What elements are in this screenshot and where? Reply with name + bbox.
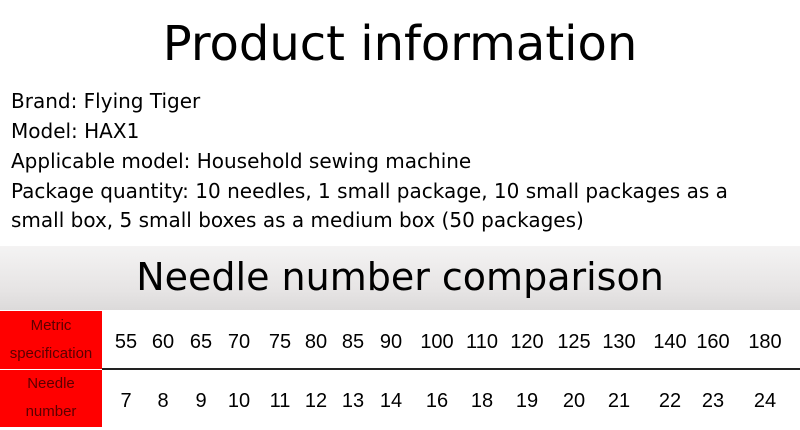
metric-row: 55 60 65 70 75 80 85 90 100 110 120 125 130 140 160 180	[102, 314, 800, 371]
needle-cell: 10	[227, 390, 251, 412]
needle-cell: 14	[379, 390, 403, 412]
needle-cell: 23	[701, 390, 725, 412]
needle-cell: 16	[425, 390, 449, 412]
needle-cell: 8	[157, 390, 169, 412]
needle-cell: 12	[304, 390, 328, 412]
metric-cell: 90	[379, 331, 403, 353]
model-line: Model: HAX1	[11, 119, 140, 143]
comparison-title: Needle number comparison	[136, 255, 664, 299]
metric-cell: 85	[341, 331, 365, 353]
needle-cell: 11	[269, 390, 291, 412]
metric-cell: 110	[466, 331, 498, 353]
metric-cell: 60	[151, 331, 175, 353]
needle-cell: 9	[195, 390, 207, 412]
needle-row: 7 8 9 10 11 12 13 14 16 18 19 20 21 22 23 24	[102, 373, 800, 430]
metric-cell: 140	[653, 331, 687, 353]
metric-header-cell: Metric specification	[0, 311, 102, 369]
package-quantity-line: Package quantity: 10 needles, 1 small pa…	[11, 179, 728, 203]
metric-cell: 70	[227, 331, 251, 353]
needle-cell: 13	[341, 390, 365, 412]
needle-cell: 22	[658, 390, 682, 412]
metric-header-label: Metric specification	[9, 317, 93, 362]
needle-cell: 18	[470, 390, 494, 412]
brand-line: Brand: Flying Tiger	[11, 89, 201, 113]
metric-cell: 65	[189, 331, 213, 353]
needle-header-cell: Needle number	[0, 370, 102, 427]
needle-cell: 20	[562, 390, 586, 412]
applicable-model-line: Applicable model: Household sewing machi…	[11, 149, 472, 173]
metric-cell: 80	[304, 331, 328, 353]
metric-cell: 180	[748, 331, 782, 353]
metric-cell: 100	[420, 331, 454, 353]
metric-cell: 160	[696, 331, 730, 353]
metric-cell: 120	[510, 331, 544, 353]
page-title: Product information	[162, 16, 638, 72]
metric-cell: 125	[557, 331, 591, 353]
package-quantity-line-2: small box, 5 small boxes as a medium box…	[11, 208, 584, 232]
metric-cell: 130	[602, 331, 636, 353]
needle-header-label: Needle number	[25, 375, 77, 420]
needle-cell: 7	[120, 390, 132, 412]
comparison-band: Needle number comparison	[0, 246, 800, 310]
needle-cell: 19	[515, 390, 539, 412]
metric-cell: 75	[268, 331, 292, 353]
needle-cell: 21	[607, 390, 631, 412]
needle-cell: 24	[753, 390, 777, 412]
row-divider	[102, 368, 800, 370]
metric-cell: 55	[114, 331, 138, 353]
